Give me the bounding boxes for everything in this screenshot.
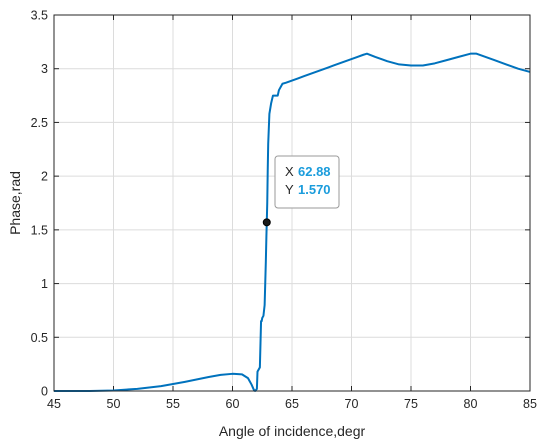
y-tick-label: 2 [41,170,48,184]
x-tick-label: 80 [464,397,478,411]
x-axis-label: Angle of incidence,degr [219,423,366,439]
y-tick-label: 2.5 [31,116,48,130]
x-tick-label: 55 [166,397,180,411]
series-line-phase [54,52,531,392]
x-tick-label: 65 [285,397,299,411]
y-tick-label: 3.5 [31,9,48,23]
x-tick-label: 70 [345,397,359,411]
y-axis-label: Phase,rad [7,171,23,235]
tick-labels: 45 50 55 60 65 70 75 80 85 0 0.5 1 1.5 2 2.5 3 3.5 [31,9,537,412]
datatip-x-value: 62.88 [298,164,331,179]
datatip-marker[interactable] [262,218,271,227]
x-tick-label: 45 [47,397,61,411]
y-tick-label: 1.5 [31,223,48,237]
plot-frame [53,14,531,392]
x-tick-label: 85 [523,397,537,411]
x-tick-label: 75 [404,397,418,411]
datatip-y-value: 1.570 [298,182,331,197]
x-tick-label: 60 [226,397,240,411]
x-tick-label: 50 [107,397,121,411]
y-tick-label: 1 [41,277,48,291]
datatip-box[interactable]: X 62.88 Y 1.570 [274,155,340,209]
datatip-x-key: X [285,164,294,179]
datatip-y-key: Y [285,182,294,197]
y-tick-label: 0.5 [31,331,48,345]
y-tick-label: 0 [41,385,48,399]
y-tick-label: 3 [41,62,48,76]
